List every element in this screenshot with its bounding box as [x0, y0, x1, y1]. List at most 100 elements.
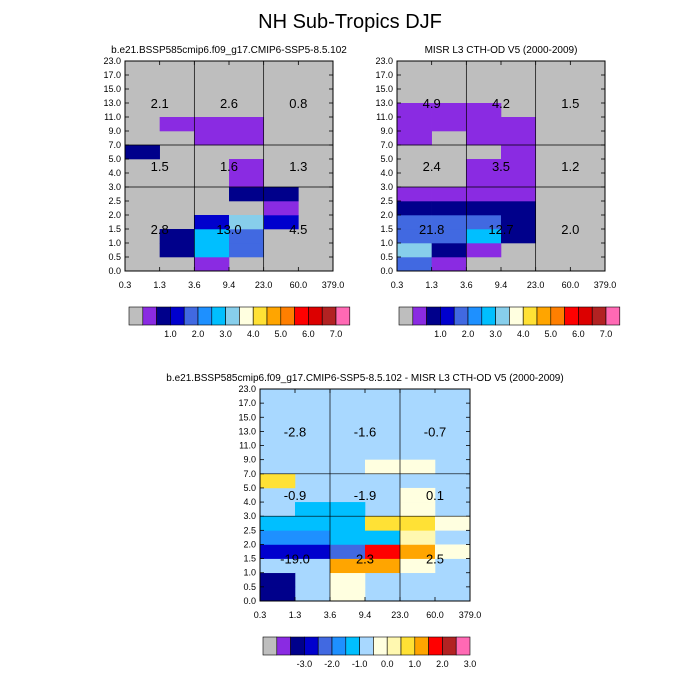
y-tick-label: 7.0 [380, 140, 393, 150]
colorbar-swatch [266, 306, 282, 326]
x-tick-label: 3.6 [188, 280, 201, 290]
heatmap-cell [229, 243, 264, 258]
group-value-label: 2.3 [356, 552, 374, 567]
x-tick-label: 1.3 [425, 280, 438, 290]
heatmap-cell [431, 201, 467, 216]
main-title: NH Sub-Tropics DJF [258, 11, 442, 33]
colorbar-swatch [591, 306, 607, 326]
y-tick-label: 2.0 [380, 210, 393, 220]
colorbar-label: -1.0 [352, 659, 368, 669]
heatmap-cell [435, 544, 471, 559]
heatmap-cell [194, 257, 230, 272]
heatmap-cell [260, 516, 296, 531]
group-value-label: 13.0 [216, 222, 241, 237]
y-tick-label: 17.0 [375, 70, 393, 80]
y-tick-label: 2.5 [243, 525, 256, 535]
y-tick-label: 2.5 [108, 196, 121, 206]
heatmap-cell [435, 516, 471, 531]
colorbar-label: 1.0 [434, 329, 447, 339]
colorbar-swatch [321, 306, 337, 326]
y-tick-label: 13.0 [103, 98, 121, 108]
heatmap-cell [397, 103, 432, 118]
y-tick-label: 5.0 [380, 154, 393, 164]
colorbar-swatch [398, 306, 414, 326]
x-tick-label: 1.3 [153, 280, 166, 290]
y-tick-label: 11.0 [239, 441, 256, 451]
heatmap-cell [330, 558, 366, 574]
colorbar-swatch [170, 306, 185, 326]
x-tick-label: 1.3 [289, 610, 302, 620]
colorbar-label: 7.0 [600, 329, 613, 339]
y-tick-label: 15.0 [103, 84, 121, 94]
heatmap-cell [466, 173, 502, 188]
colorbar-swatch [509, 306, 524, 326]
colorbar-label: 1.0 [164, 329, 177, 339]
heatmap-cell [397, 243, 432, 258]
y-tick-label: 2.0 [108, 210, 121, 220]
heatmap-cell [400, 530, 436, 545]
y-tick-label: 1.0 [108, 238, 121, 248]
x-tick-label: 9.4 [495, 280, 508, 290]
x-tick-label: 60.0 [290, 280, 308, 290]
heatmap-cell [501, 187, 536, 202]
heatmap-cell [397, 187, 432, 202]
group-value-label: 1.5 [561, 96, 579, 111]
heatmap-cell [397, 131, 432, 146]
colorbar-swatch [467, 306, 483, 326]
x-tick-label: 379.0 [459, 610, 482, 620]
colorbar-swatch [426, 306, 441, 326]
colorbar-swatch [412, 306, 427, 326]
y-tick-label: 23.0 [103, 56, 121, 66]
group-value-label: 2.1 [151, 96, 169, 111]
colorbar-label: 6.0 [302, 329, 315, 339]
y-tick-label: 17.0 [103, 70, 121, 80]
group-value-label: 2.5 [426, 552, 444, 567]
y-tick-label: 0.5 [380, 252, 393, 262]
panel-observations: MISR L3 CTH-OD V5 (2000-2009) 21.8 12.7 2.0… [375, 45, 621, 339]
heatmap-cell [400, 502, 436, 517]
group-value-label: 21.8 [419, 222, 444, 237]
heatmap-cell [431, 257, 467, 272]
heatmap-cell [229, 159, 264, 174]
heatmap-cell [397, 229, 432, 244]
y-tick-label: 0.0 [243, 596, 256, 606]
heatmap-cell [330, 516, 366, 531]
heatmap-cell [159, 229, 195, 244]
heatmap-cell [295, 516, 331, 531]
colorbar-swatch [211, 306, 226, 326]
x-tick-label: 23.0 [255, 280, 273, 290]
x-tick-label: 60.0 [426, 610, 444, 620]
colorbar-swatch [495, 306, 510, 326]
group-value-label: 12.7 [488, 222, 513, 237]
panel-model: b.e21.BSSP585cmip6.f09_g17.CMIP6-SSP5-8.… [103, 45, 351, 339]
heatmap-cell [229, 229, 264, 244]
heatmap-cell [400, 516, 436, 531]
y-tick-label: 13.0 [375, 98, 393, 108]
heatmap-cell [229, 187, 264, 202]
heatmap-cell [501, 215, 536, 230]
y-tick-label: 0.5 [243, 582, 256, 592]
y-tick-label: 1.0 [380, 238, 393, 248]
colorbar-swatch [262, 636, 278, 656]
group-value-label: 2.4 [423, 159, 441, 174]
heatmap-cell [365, 544, 401, 559]
heatmap-cell [501, 131, 536, 146]
heatmap-cell [229, 131, 264, 146]
y-tick-label: 23.0 [238, 384, 256, 394]
heatmap-cell [501, 201, 536, 216]
colorbar-swatch [142, 306, 157, 326]
heatmap-cell [397, 257, 432, 272]
x-tick-label: 60.0 [562, 280, 580, 290]
colorbar-label: 1.0 [409, 659, 422, 669]
y-tick-label: 9.0 [380, 126, 393, 136]
y-tick-label: 4.0 [243, 497, 256, 507]
colorbar-label: 7.0 [330, 329, 343, 339]
heatmap-cell [400, 544, 436, 559]
y-tick-label: 17.0 [238, 398, 256, 408]
colorbar-swatch [239, 306, 254, 326]
colorbar-label: 0.0 [381, 659, 394, 669]
colorbar-swatch [225, 306, 240, 326]
x-tick-label: 0.3 [119, 280, 132, 290]
heatmap-cell [466, 117, 502, 132]
heatmap-cell [400, 459, 436, 475]
